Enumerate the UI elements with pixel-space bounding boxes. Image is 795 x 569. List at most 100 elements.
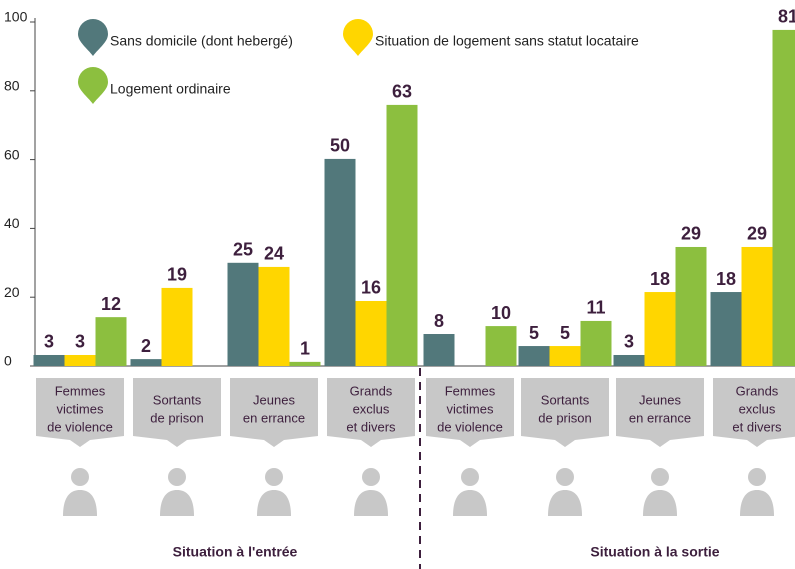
person-icon [362, 468, 380, 486]
bar [549, 346, 581, 366]
category-label: et divers [732, 419, 782, 434]
person-icon [643, 490, 677, 516]
category-label: de violence [437, 419, 503, 434]
person-icon [548, 490, 582, 516]
bar [33, 354, 65, 366]
legend-label: Logement ordinaire [110, 81, 231, 97]
person-icon [651, 468, 669, 486]
bar [161, 287, 193, 366]
person-icon [556, 468, 574, 486]
category-label: Sortants [541, 392, 590, 407]
category-label: Jeunes [639, 392, 681, 407]
person-icon [257, 490, 291, 516]
value-label: 25 [233, 240, 253, 260]
value-label: 29 [747, 224, 767, 244]
category-label: Grands [736, 383, 779, 398]
group-label: Situation à l'entrée [173, 544, 298, 560]
category-label: exclus [353, 401, 390, 416]
value-label: 18 [650, 269, 670, 289]
category-box [36, 378, 124, 447]
y-tick-label: 0 [4, 353, 12, 369]
value-label: 8 [434, 311, 444, 331]
bar [423, 334, 455, 366]
legend-marker [343, 19, 373, 56]
category-box [327, 378, 415, 447]
category-label: en errance [243, 410, 305, 425]
value-label: 50 [330, 136, 350, 156]
bar [613, 354, 645, 366]
category-label: exclus [739, 401, 776, 416]
category-label: Femmes [55, 383, 106, 398]
bar [289, 361, 321, 366]
value-label: 1 [300, 339, 310, 359]
bar [95, 317, 127, 366]
category-label: Sortants [153, 392, 202, 407]
value-label: 63 [392, 82, 412, 102]
category-box [230, 378, 318, 447]
value-label: 19 [167, 265, 187, 285]
legend-marker [78, 19, 108, 56]
bar [485, 326, 517, 366]
category-label: en errance [629, 410, 691, 425]
value-label: 2 [141, 336, 151, 356]
value-label: 11 [586, 298, 605, 318]
value-label: 5 [529, 323, 539, 343]
category-label: et divers [346, 419, 396, 434]
bar [644, 292, 676, 366]
category-label: de violence [47, 419, 113, 434]
bar [386, 104, 418, 367]
person-icon [160, 490, 194, 516]
category-label: Grands [350, 383, 393, 398]
bar [324, 158, 356, 366]
category-label: de prison [150, 410, 203, 425]
category-box [521, 378, 609, 447]
category-label: Femmes [445, 383, 496, 398]
value-label: 29 [681, 224, 701, 244]
person-icon [265, 468, 283, 486]
bar [741, 246, 773, 366]
category-box [426, 378, 514, 447]
category-box [713, 378, 795, 447]
person-icon [168, 468, 186, 486]
bar [227, 262, 259, 366]
person-icon [740, 490, 774, 516]
y-tick-label: 80 [4, 78, 20, 94]
y-tick-label: 100 [4, 9, 28, 25]
value-label: 81 [778, 7, 795, 27]
value-label: 3 [75, 332, 85, 352]
bar [710, 292, 742, 366]
person-icon [453, 490, 487, 516]
person-icon [71, 468, 89, 486]
group-label: Situation à la sortie [590, 544, 719, 560]
value-label: 24 [264, 244, 284, 264]
category-label: de prison [538, 410, 591, 425]
category-label: victimes [57, 401, 104, 416]
value-label: 18 [716, 269, 736, 289]
bar [258, 266, 290, 366]
person-icon [748, 468, 766, 486]
value-label: 12 [101, 294, 121, 314]
bar [518, 346, 550, 366]
bar [675, 246, 707, 366]
category-label: Jeunes [253, 392, 295, 407]
legend-label: Sans domicile (dont hebergé) [110, 33, 293, 49]
person-icon [354, 490, 388, 516]
category-box [616, 378, 704, 447]
y-tick-label: 40 [4, 215, 20, 231]
legend-marker [78, 67, 108, 104]
category-label: victimes [447, 401, 494, 416]
value-label: 3 [624, 332, 634, 352]
bar [772, 29, 795, 367]
bar [130, 359, 162, 366]
value-label: 5 [560, 323, 570, 343]
value-label: 16 [361, 278, 381, 298]
bar [64, 354, 96, 366]
value-label: 3 [44, 332, 54, 352]
person-icon [461, 468, 479, 486]
bar [355, 300, 387, 366]
category-box [133, 378, 221, 447]
y-tick-label: 60 [4, 146, 20, 162]
legend-label: Situation de logement sans statut locata… [375, 33, 639, 49]
y-tick-label: 20 [4, 284, 20, 300]
